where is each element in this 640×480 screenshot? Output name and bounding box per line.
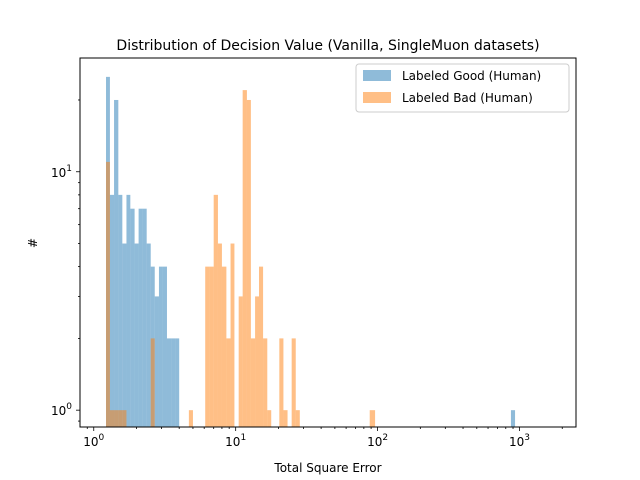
- x-axis-label: Total Square Error: [273, 461, 381, 475]
- series-1-bar-1: [109, 410, 115, 427]
- series-0-bar-8: [138, 208, 143, 427]
- legend: Labeled Good (Human) Labeled Bad (Human): [355, 63, 570, 113]
- series-1-bar-4: [122, 410, 127, 427]
- series-1-bar-24: [291, 338, 296, 427]
- series-1-bar-14: [238, 296, 243, 427]
- series-1-bar-2: [114, 410, 119, 427]
- series-1-bar-19: [259, 266, 264, 427]
- legend-label-1: Labeled Bad (Human): [402, 91, 533, 105]
- x-tick-label-2: 102: [367, 433, 388, 449]
- series-0-bar-14: [162, 266, 167, 427]
- series-1-bar-21: [267, 410, 272, 427]
- bars-layer: [106, 76, 516, 428]
- series-1-bar-18: [255, 296, 259, 427]
- series-1-bar-10: [217, 243, 222, 427]
- series-1-bar-0: [106, 161, 110, 427]
- y-axis-label: #: [26, 238, 40, 248]
- legend-swatch-0: [363, 70, 391, 81]
- series-1-bar-11: [221, 266, 227, 427]
- series-0-bar-5: [126, 194, 131, 427]
- series-0-bar-9: [142, 208, 147, 427]
- series-0-bar-7: [134, 243, 139, 427]
- series-0-bar-13: [158, 266, 163, 427]
- x-tick-label-0: 100: [83, 433, 104, 449]
- series-1-bar-3: [118, 410, 123, 427]
- series-1-bar-26: [369, 410, 376, 427]
- series-1-bar-9: [213, 194, 218, 427]
- series-0-bar-15: [166, 338, 172, 427]
- series-1-bar-5: [150, 338, 155, 427]
- series-0-bar-2: [114, 99, 119, 427]
- series-1-bar-6: [188, 410, 193, 427]
- series-1-bar-23: [283, 410, 288, 427]
- legend-swatch-1: [363, 92, 391, 103]
- series-1-bar-13: [230, 243, 235, 427]
- series-1-bar-7: [205, 266, 210, 427]
- chart-title: Distribution of Decision Value (Vanilla,…: [116, 38, 539, 54]
- series-0-bar-18: [510, 410, 516, 427]
- series-0-bar-6: [130, 208, 135, 427]
- series-1-bar-20: [263, 338, 268, 427]
- series-1-bar-12: [226, 338, 231, 427]
- plot-frame: [79, 57, 577, 428]
- series-1-bar-15: [242, 90, 247, 428]
- x-axis: 100 101 102 103: [83, 427, 563, 449]
- legend-box: [355, 63, 570, 113]
- x-tick-label-3: 103: [509, 433, 530, 449]
- series-0-bar-10: [146, 243, 151, 427]
- series-0-bar-1: [109, 194, 115, 427]
- series-1-bar-25: [295, 410, 300, 427]
- series-1-bar-16: [246, 99, 251, 427]
- legend-label-0: Labeled Good (Human): [402, 69, 541, 83]
- series-0-bar-3: [118, 194, 123, 427]
- series-0-bar-16: [171, 338, 176, 427]
- series-1-bar-8: [209, 266, 214, 427]
- y-tick-label-1: 101: [51, 164, 72, 180]
- series-0-bar-4: [122, 243, 127, 427]
- series-1-bar-17: [250, 338, 256, 427]
- series-1-bar-22: [279, 338, 284, 427]
- series-0-bar-12: [154, 296, 159, 427]
- series-0-bar-17: [175, 338, 180, 427]
- y-tick-label-0: 100: [51, 402, 72, 418]
- x-tick-label-1: 101: [225, 433, 246, 449]
